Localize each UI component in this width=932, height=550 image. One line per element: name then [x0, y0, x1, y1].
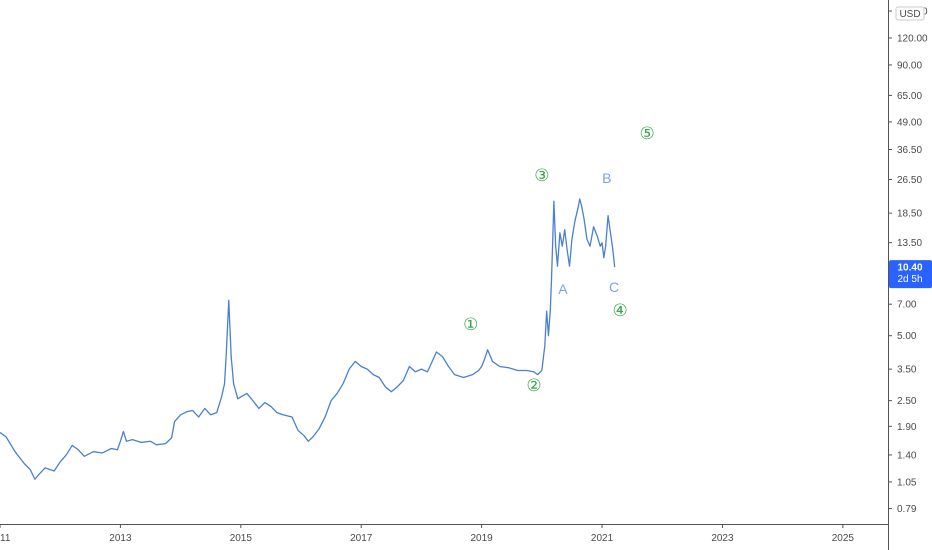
- x-tick-label: 2017: [350, 533, 373, 544]
- x-tick-label: 2021: [591, 533, 614, 544]
- x-tick-label: 2025: [832, 533, 855, 544]
- wave-count-label: ①: [463, 315, 478, 335]
- last-price-tag: 10.40 2d 5h: [889, 260, 932, 289]
- y-tick-label: 2.50: [897, 396, 917, 407]
- x-axis[interactable]: 11 2013 2015 2017 2019 2021 2023 2025: [0, 524, 854, 544]
- price-series-line[interactable]: [0, 198, 616, 480]
- wave-count-label: ②: [526, 376, 541, 396]
- y-tick-label: 120.00: [897, 33, 928, 44]
- plot-area[interactable]: [0, 198, 616, 480]
- y-tick-label: 1.05: [897, 477, 917, 488]
- y-tick-label: 0.79: [897, 504, 917, 515]
- x-tick-label: 2019: [471, 533, 494, 544]
- y-tick-label: 1.40: [897, 450, 917, 461]
- wave-count-label: ⑤: [640, 124, 655, 144]
- currency-label: USD: [899, 9, 920, 20]
- x-tick-label: 2015: [230, 533, 253, 544]
- y-tick-label: 36.50: [897, 145, 922, 156]
- correction-wave-label: A: [558, 281, 568, 297]
- y-tick-label: 3.50: [897, 365, 917, 376]
- y-tick-label: 7.00: [897, 300, 917, 311]
- y-tick-label: 26.50: [897, 175, 922, 186]
- y-tick-label: 13.50: [897, 238, 922, 249]
- y-tick-label: 18.50: [897, 209, 922, 220]
- y-tick-label: 1.90: [897, 422, 917, 433]
- x-tick-label: 2023: [711, 533, 734, 544]
- currency-badge[interactable]: USD: [895, 6, 925, 21]
- wave-count-label: ③: [534, 166, 549, 186]
- last-price-box: [889, 260, 932, 289]
- correction-wave-label: C: [609, 279, 619, 295]
- y-tick-label: 90.00: [897, 60, 922, 71]
- y-tick-label: 49.00: [897, 117, 922, 128]
- bar-countdown: 2d 5h: [897, 274, 922, 285]
- y-tick-label: 5.00: [897, 331, 917, 342]
- wave-count-label: ④: [612, 301, 627, 321]
- x-tick-label: 11: [0, 533, 11, 544]
- x-tick-label: 2013: [109, 533, 132, 544]
- correction-wave-label: B: [602, 170, 611, 186]
- y-tick-label: 65.00: [897, 91, 922, 102]
- last-price-value: 10.40: [897, 263, 922, 274]
- wave-annotations: ① ② ③ ④ ⑤ A B C: [463, 124, 655, 396]
- currency-badge-box: [895, 6, 925, 21]
